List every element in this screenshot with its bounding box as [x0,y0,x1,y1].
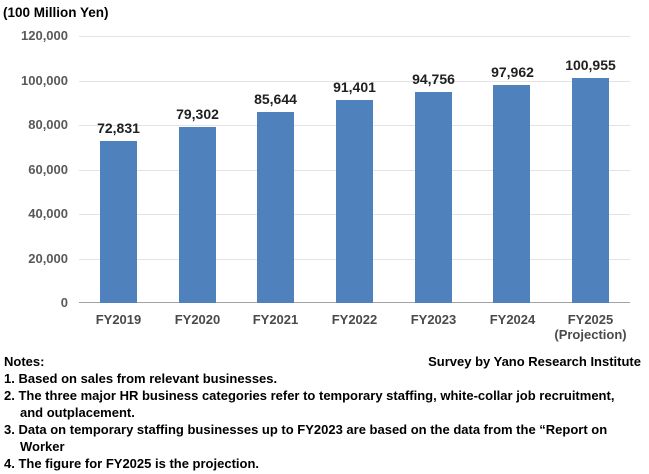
x-tick-label-line: FY2023 [410,312,457,327]
survey-credit: Survey by Yano Research Institute [428,354,641,369]
x-tick-label: FY2019 [79,312,158,327]
bar-value-label: 72,831 [97,120,140,136]
x-tick-label-line: (Projection) [554,327,627,342]
note-line: 2. The three major HR business categorie… [4,388,615,403]
y-tick-label: 100,000 [21,73,68,88]
x-tick-label-line: FY2024 [489,312,536,327]
bar [336,100,373,303]
y-tick-label: 120,000 [21,28,68,43]
note-line: and outplacement. [20,405,135,420]
y-tick-label: 0 [60,295,68,310]
y-tick-label: 20,000 [28,251,68,266]
y-tick-label: 40,000 [28,206,68,221]
note-line: Worker [20,439,65,454]
x-tick-label: FY2021 [236,312,315,327]
x-tick-label-line: FY2022 [331,312,378,327]
x-tick-label: FY2024 [473,312,552,327]
bar-value-label: 97,962 [491,64,534,80]
x-tick-label-line: FY2020 [174,312,221,327]
gridline [79,81,630,82]
bar-value-label: 85,644 [254,91,297,107]
note-line: 1. Based on sales from relevant business… [4,371,278,386]
notes-header-row: Notes: Survey by Yano Research Institute [4,353,641,370]
y-axis: 0 20,000 40,000 60,000 80,000 100,000 120,000 [0,28,68,310]
x-axis: FY2019 FY2020 FY2021 FY2022 FY2023 FY2024 FY20… [79,312,630,348]
note-line: 4. The figure for FY2025 is the projecti… [4,456,259,471]
bar [493,85,530,303]
x-tick-label-line: FY2025 [567,312,614,327]
bar [415,92,452,303]
x-tick-label: FY2022 [315,312,394,327]
gridline [79,36,630,37]
bar-value-label: 91,401 [333,79,376,95]
x-tick-label: FY2025 (Projection) [551,312,630,342]
bar [100,141,137,303]
chart-unit-title: (100 Million Yen) [3,5,109,20]
notes-section: Notes: Survey by Yano Research Institute… [4,353,641,472]
notes-list: 1. Based on sales from relevant business… [4,370,641,472]
note-line: 3. Data on temporary staffing businesses… [4,422,608,437]
notes-heading: Notes: [4,354,45,369]
y-tick-label: 80,000 [28,117,68,132]
plot-area: 72,831 79,302 85,644 91,401 94,756 97,962 100,… [79,36,630,303]
x-tick-label: FY2020 [158,312,237,327]
bar-value-label: 79,302 [176,106,219,122]
x-tick-label-line: FY2021 [252,312,299,327]
bar [257,112,294,303]
bar [179,127,216,303]
bar-value-label: 94,756 [412,71,455,87]
y-tick-label: 60,000 [28,162,68,177]
bar-value-label: 100,955 [565,57,616,73]
x-tick-label-line: FY2019 [95,312,142,327]
x-tick-label: FY2023 [394,312,473,327]
bar [572,78,609,303]
